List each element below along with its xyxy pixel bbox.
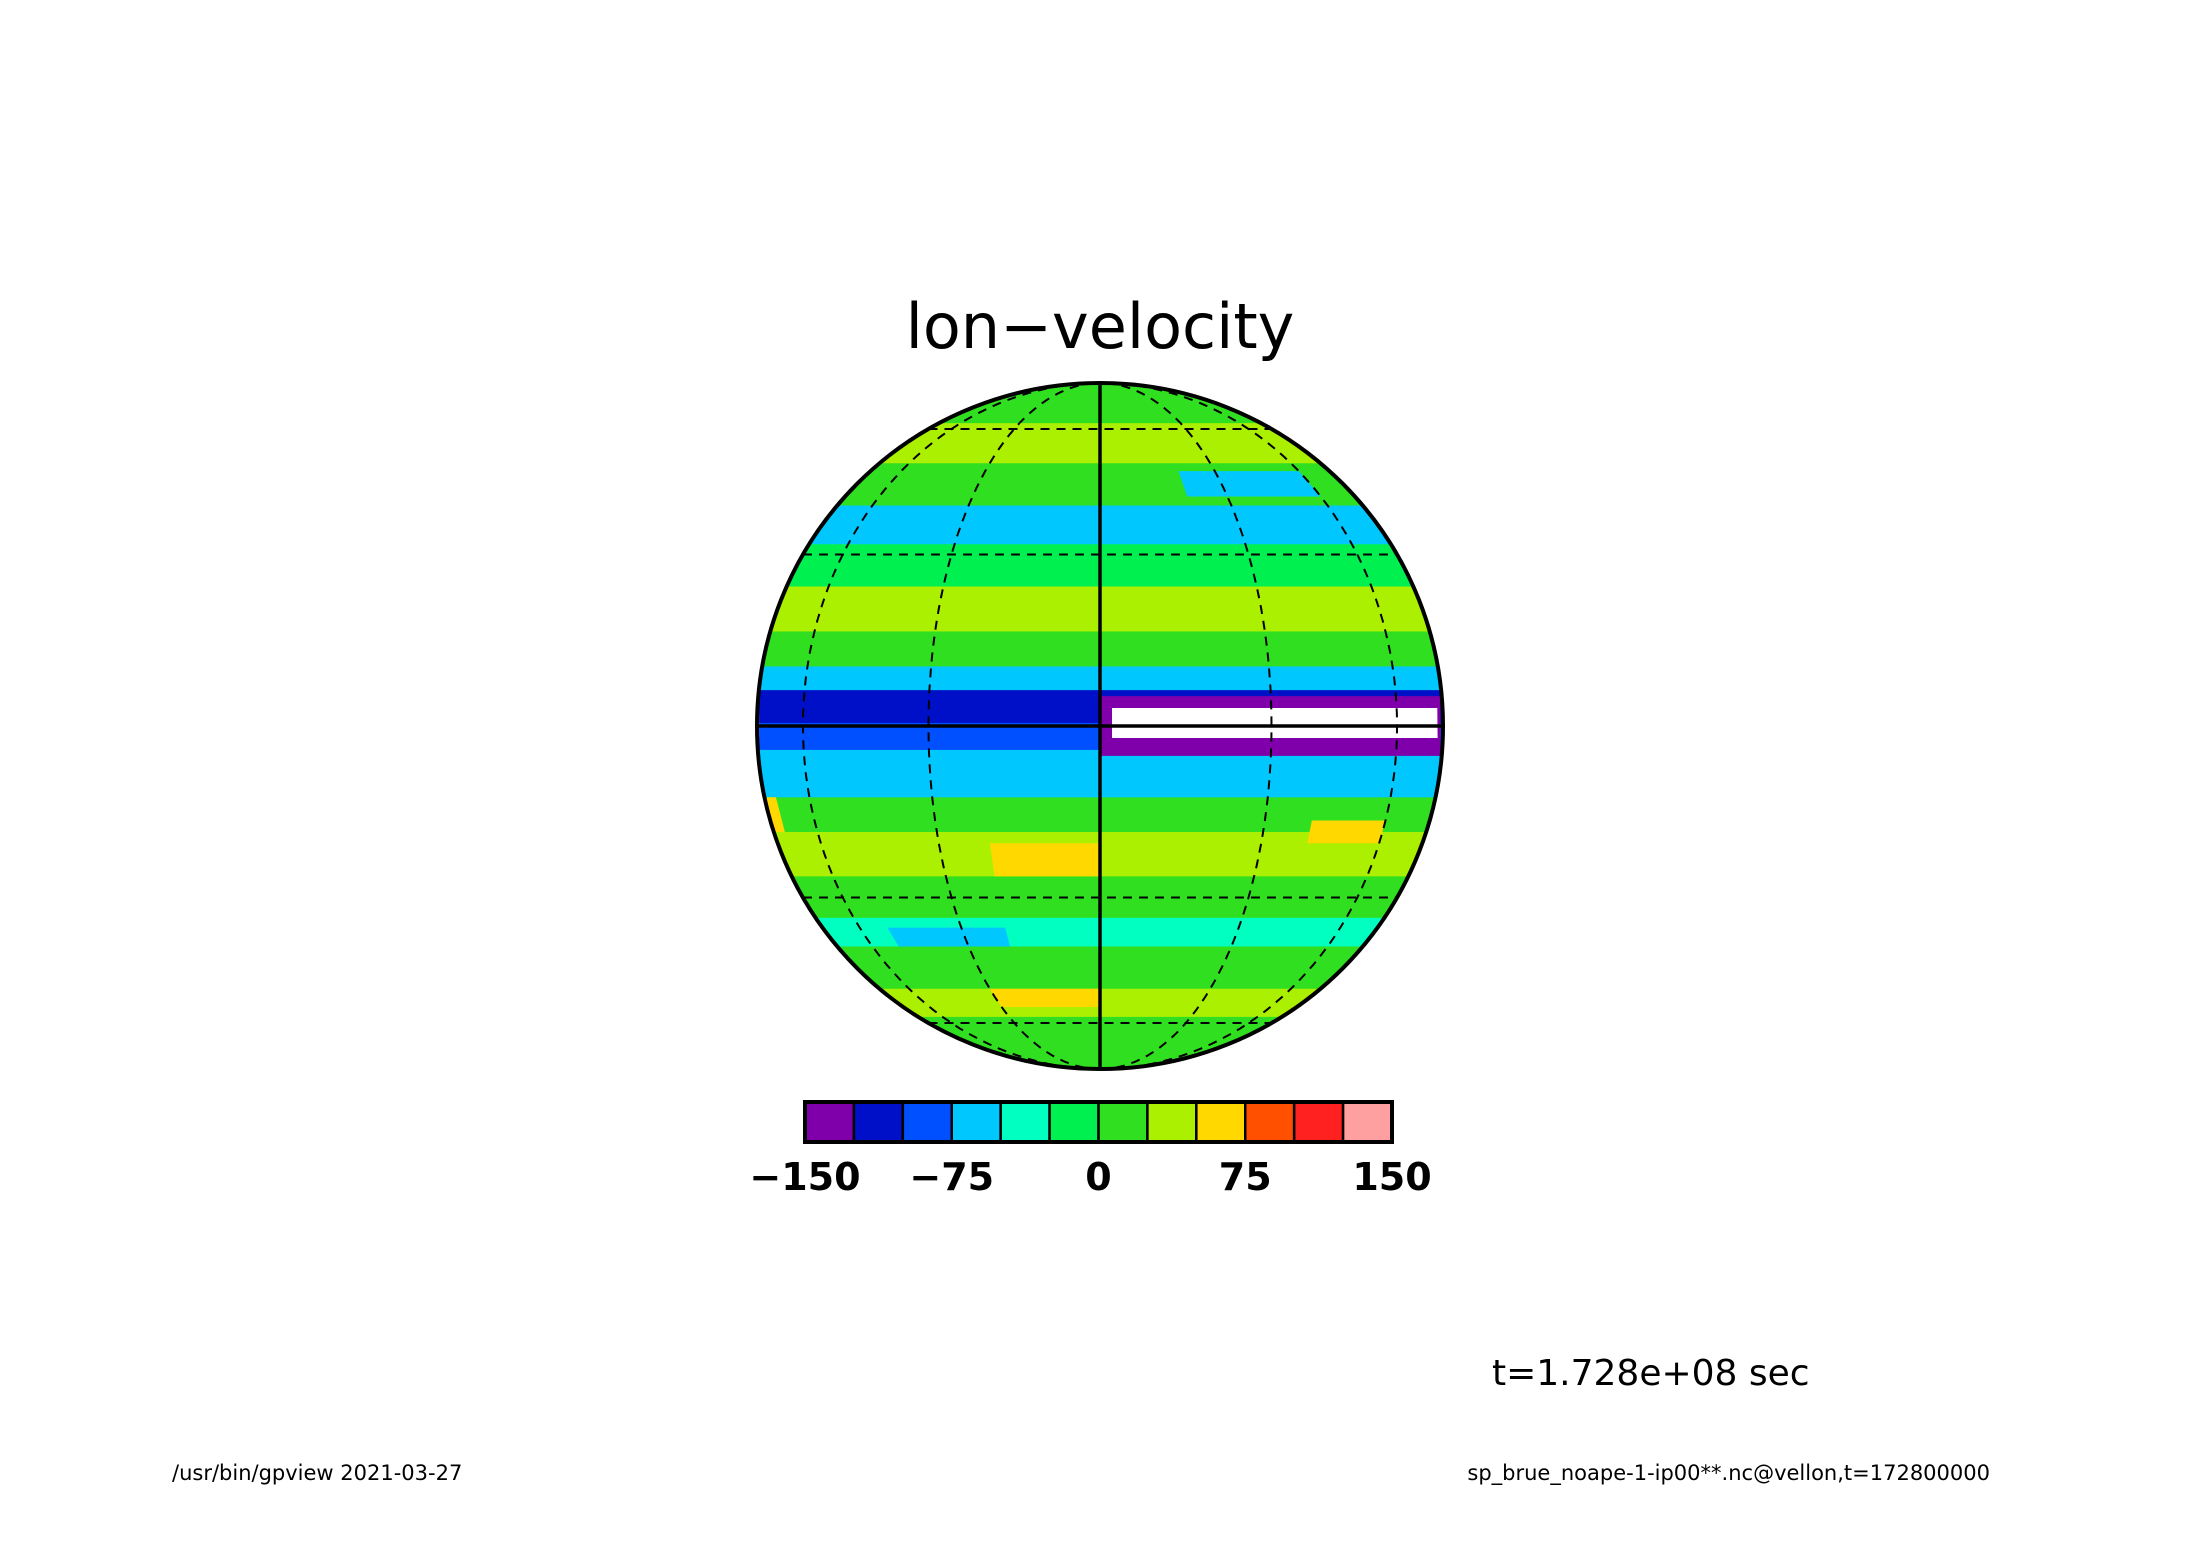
footer-right: sp_brue_noape-1-ip00**.nc@vellon,t=17280… (1467, 1461, 1990, 1486)
colorbar-swatch (1097, 1100, 1149, 1144)
field-patch (1307, 820, 1386, 844)
chart-title: lon−velocity (906, 290, 1295, 363)
colorbar-swatch (1146, 1100, 1198, 1144)
colorbar-swatch (803, 1100, 856, 1144)
footer-left: /usr/bin/gpview 2021-03-27 (172, 1461, 462, 1485)
colorbar-frame (803, 1100, 1394, 1144)
longitude-line (1099, 383, 1273, 1069)
colorbar-tick-label: 150 (1352, 1155, 1431, 1199)
jet-core (1112, 708, 1438, 738)
field-patch (989, 988, 1100, 1007)
time-label: t=1.728e+08 sec (1492, 1353, 1810, 1394)
colorbar-tick-label: 75 (1219, 1155, 1272, 1199)
colorbar-tick-label: −150 (749, 1155, 860, 1199)
colorbar-swatch (1195, 1100, 1247, 1144)
colorbar-tick-label: −75 (909, 1155, 994, 1199)
colorbar-swatch (1292, 1100, 1345, 1144)
field-patch (765, 797, 785, 832)
colorbar-swatch (901, 1100, 953, 1144)
colorbar-swatch (1341, 1100, 1394, 1144)
longitude-line (927, 383, 1101, 1069)
graticule (757, 383, 1443, 1069)
colorbar-swatch (1244, 1100, 1296, 1144)
colorbar-swatch (1048, 1100, 1100, 1144)
field-patch (989, 843, 1100, 877)
globe-map (755, 381, 1445, 1071)
field-patch (1178, 471, 1321, 497)
colorbar-swatch (852, 1100, 905, 1144)
field-patch (887, 927, 1011, 947)
colorbar: −150 −75 0 75 150 (749, 1100, 1432, 1199)
globe-outline (755, 381, 1445, 1071)
colorbar-tick-label: 0 (1085, 1155, 1111, 1199)
colorbar-swatch (950, 1100, 1002, 1144)
colorbar-swatch (999, 1100, 1051, 1144)
